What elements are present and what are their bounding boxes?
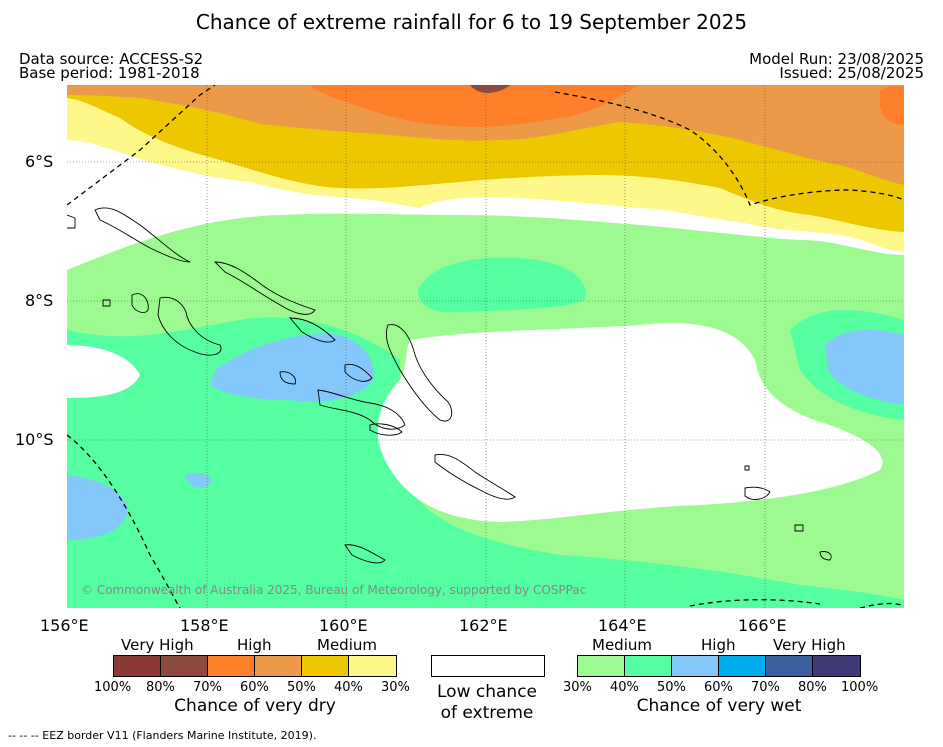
- base-period: Base period: 1981-2018: [19, 64, 200, 82]
- island-guadalcanal: [317, 389, 406, 430]
- dry-swatch-1: [161, 656, 208, 676]
- dry-tick-70: 70%: [193, 680, 222, 695]
- dry-tick-30: 30%: [381, 680, 410, 695]
- wet-tick-30: 30%: [563, 680, 592, 695]
- lon-label-160: 160°E: [319, 616, 368, 635]
- field-dry-very-high: [470, 85, 510, 93]
- copyright-notice: © Commonwealth of Australia 2025, Bureau…: [81, 583, 587, 597]
- wet-header-medium: Medium: [592, 636, 652, 654]
- dry-swatch-2: [208, 656, 255, 676]
- lat-label-10s: 10°S: [15, 430, 54, 449]
- dry-header-high: High: [237, 636, 272, 654]
- dry-tick-100: 100%: [94, 680, 132, 695]
- island-bougainville: [94, 207, 191, 263]
- wet-swatch-3: [719, 656, 766, 676]
- wet-header-very-high: Very High: [773, 636, 846, 654]
- wet-tick-40: 40%: [610, 680, 639, 695]
- low-caption-line1: Low chance: [437, 682, 537, 702]
- wet-swatch-0: [578, 656, 625, 676]
- dry-swatch-3: [255, 656, 302, 676]
- eez-borders: [67, 85, 904, 608]
- map-title: Chance of extreme rainfall for 6 to 19 S…: [195, 10, 748, 34]
- wet-tick-60: 60%: [704, 680, 733, 695]
- dry-header-medium: Medium: [317, 636, 377, 654]
- wet-caption: Chance of very wet: [636, 696, 802, 716]
- graticule: [67, 85, 904, 608]
- issued-date: Issued: 25/08/2025: [779, 64, 924, 82]
- island-rennell: [344, 544, 386, 564]
- wet-tick-70: 70%: [751, 680, 780, 695]
- field-wet-blob-center: [418, 257, 586, 313]
- model-run: Model Run: 23/08/2025: [749, 50, 924, 68]
- wet-swatch-2: [672, 656, 719, 676]
- wet-header-high: High: [701, 636, 736, 654]
- dry-tick-50: 50%: [287, 680, 316, 695]
- probability-fields: [67, 85, 904, 608]
- island-santa-cruz: [744, 486, 771, 500]
- dry-caption: Chance of very dry: [174, 696, 336, 716]
- dry-swatch-0: [114, 656, 161, 676]
- dry-tick-80: 80%: [146, 680, 175, 695]
- wet-tick-80: 80%: [798, 680, 827, 695]
- wet-swatch-5: [813, 656, 860, 676]
- field-low-center: [377, 323, 883, 522]
- island-santa-isabel: [213, 261, 316, 315]
- field-wet-high-east: [825, 329, 904, 405]
- island-outlines: [67, 207, 832, 564]
- lat-label-8s: 8°S: [25, 291, 54, 310]
- wet-swatch-1: [625, 656, 672, 676]
- dry-color-scale: [113, 655, 397, 677]
- dry-header-very-high: Very High: [121, 636, 194, 654]
- island-new-georgia: [157, 296, 222, 356]
- lon-label-162: 162°E: [459, 616, 508, 635]
- lat-label-6s: 6°S: [25, 152, 54, 171]
- wet-tick-50: 50%: [657, 680, 686, 695]
- wet-tick-100: 100%: [841, 680, 879, 695]
- field-dry-high: [310, 85, 640, 128]
- low-caption-line2: of extreme: [440, 703, 534, 723]
- lon-label-166: 166°E: [738, 616, 787, 635]
- field-low-west: [67, 345, 140, 398]
- low-chance-swatch: [431, 655, 545, 677]
- lon-label-156: 156°E: [40, 616, 89, 635]
- data-source: Data source: ACCESS-S2: [19, 50, 204, 68]
- dry-tick-40: 40%: [334, 680, 363, 695]
- field-wet-high-center: [210, 334, 374, 402]
- dry-swatch-5: [349, 656, 396, 676]
- lon-label-158: 158°E: [180, 616, 229, 635]
- island-malaita: [385, 324, 453, 422]
- dry-tick-60: 60%: [240, 680, 269, 695]
- wet-swatch-4: [766, 656, 813, 676]
- field-dry-high-low: [67, 85, 904, 185]
- wet-color-scale: [577, 655, 861, 677]
- field-wet-high-west: [67, 475, 128, 540]
- eez-footnote: -- -- -- EEZ border V11 (Flanders Marine…: [8, 729, 317, 742]
- dry-swatch-4: [302, 656, 349, 676]
- island-makira: [434, 454, 516, 500]
- lon-label-164: 164°E: [598, 616, 647, 635]
